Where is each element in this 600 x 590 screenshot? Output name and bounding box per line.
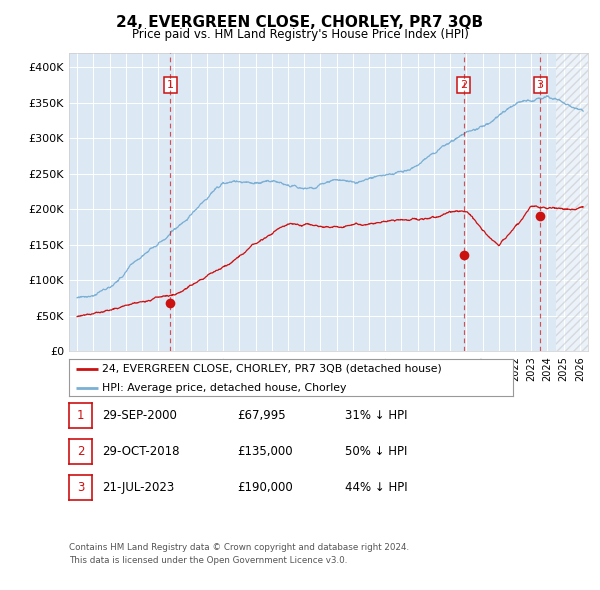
Text: 29-SEP-2000: 29-SEP-2000 <box>102 409 177 422</box>
Text: 50% ↓ HPI: 50% ↓ HPI <box>345 445 407 458</box>
Text: 2: 2 <box>460 80 467 90</box>
Bar <box>556 53 596 351</box>
Text: This data is licensed under the Open Government Licence v3.0.: This data is licensed under the Open Gov… <box>69 556 347 565</box>
Text: £190,000: £190,000 <box>237 481 293 494</box>
Text: £135,000: £135,000 <box>237 445 293 458</box>
Text: Price paid vs. HM Land Registry's House Price Index (HPI): Price paid vs. HM Land Registry's House … <box>131 28 469 41</box>
Text: 3: 3 <box>77 481 84 494</box>
Text: 24, EVERGREEN CLOSE, CHORLEY, PR7 3QB: 24, EVERGREEN CLOSE, CHORLEY, PR7 3QB <box>116 15 484 30</box>
Text: 21-JUL-2023: 21-JUL-2023 <box>102 481 174 494</box>
Text: £67,995: £67,995 <box>237 409 286 422</box>
Text: 1: 1 <box>167 80 174 90</box>
Text: 31% ↓ HPI: 31% ↓ HPI <box>345 409 407 422</box>
Text: Contains HM Land Registry data © Crown copyright and database right 2024.: Contains HM Land Registry data © Crown c… <box>69 543 409 552</box>
Text: 1: 1 <box>77 409 84 422</box>
Text: 24, EVERGREEN CLOSE, CHORLEY, PR7 3QB (detached house): 24, EVERGREEN CLOSE, CHORLEY, PR7 3QB (d… <box>102 364 442 374</box>
Text: 2: 2 <box>77 445 84 458</box>
Text: 29-OCT-2018: 29-OCT-2018 <box>102 445 179 458</box>
Text: HPI: Average price, detached house, Chorley: HPI: Average price, detached house, Chor… <box>102 382 347 392</box>
Text: 3: 3 <box>536 80 544 90</box>
Text: 44% ↓ HPI: 44% ↓ HPI <box>345 481 407 494</box>
